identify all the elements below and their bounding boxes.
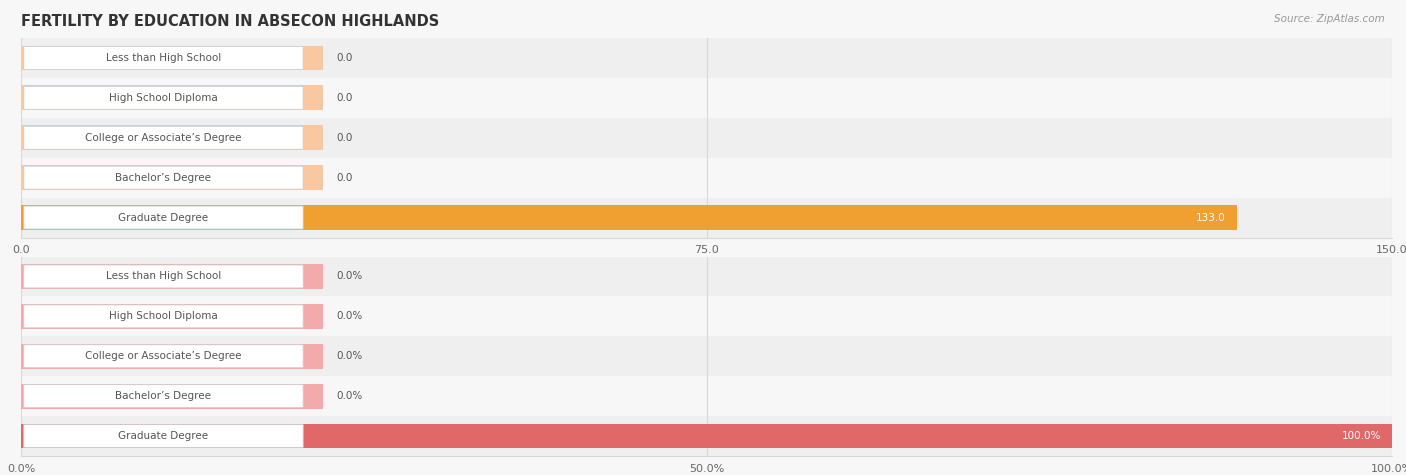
Bar xyxy=(21,205,1237,230)
FancyBboxPatch shape xyxy=(24,166,304,189)
Bar xyxy=(21,264,323,289)
Text: 0.0%: 0.0% xyxy=(336,391,363,401)
Text: 0.0: 0.0 xyxy=(336,93,353,103)
Text: Source: ZipAtlas.com: Source: ZipAtlas.com xyxy=(1274,14,1385,24)
Bar xyxy=(21,376,1392,416)
Bar xyxy=(21,198,1392,238)
Bar xyxy=(21,86,323,110)
Text: Bachelor’s Degree: Bachelor’s Degree xyxy=(115,391,211,401)
FancyBboxPatch shape xyxy=(24,305,304,328)
Text: Less than High School: Less than High School xyxy=(105,271,221,282)
Text: High School Diploma: High School Diploma xyxy=(110,93,218,103)
FancyBboxPatch shape xyxy=(24,206,304,229)
Bar xyxy=(21,38,1392,78)
FancyBboxPatch shape xyxy=(24,345,304,368)
FancyBboxPatch shape xyxy=(24,385,304,408)
FancyBboxPatch shape xyxy=(24,47,304,69)
Bar xyxy=(21,304,323,329)
Bar xyxy=(21,46,323,70)
Text: College or Associate’s Degree: College or Associate’s Degree xyxy=(86,351,242,361)
Bar xyxy=(21,158,1392,198)
Text: 133.0: 133.0 xyxy=(1197,212,1226,223)
Text: 0.0%: 0.0% xyxy=(336,351,363,361)
Bar xyxy=(21,344,323,369)
Bar xyxy=(21,416,1392,456)
Bar xyxy=(21,424,1392,448)
Bar xyxy=(21,78,1392,118)
Bar xyxy=(21,256,1392,296)
FancyBboxPatch shape xyxy=(24,86,304,109)
Text: 0.0: 0.0 xyxy=(336,172,353,183)
Bar xyxy=(21,296,1392,336)
Text: 0.0: 0.0 xyxy=(336,133,353,143)
Bar xyxy=(21,165,323,190)
FancyBboxPatch shape xyxy=(24,425,304,447)
Text: 0.0%: 0.0% xyxy=(336,311,363,322)
Text: 0.0%: 0.0% xyxy=(336,271,363,282)
Text: Graduate Degree: Graduate Degree xyxy=(118,212,208,223)
Text: College or Associate’s Degree: College or Associate’s Degree xyxy=(86,133,242,143)
Text: 0.0: 0.0 xyxy=(336,53,353,63)
Text: Less than High School: Less than High School xyxy=(105,53,221,63)
Text: FERTILITY BY EDUCATION IN ABSECON HIGHLANDS: FERTILITY BY EDUCATION IN ABSECON HIGHLA… xyxy=(21,14,439,29)
Text: 100.0%: 100.0% xyxy=(1341,431,1381,441)
FancyBboxPatch shape xyxy=(24,126,304,149)
FancyBboxPatch shape xyxy=(24,265,304,288)
Bar xyxy=(21,384,323,408)
Text: Bachelor’s Degree: Bachelor’s Degree xyxy=(115,172,211,183)
Bar xyxy=(21,118,1392,158)
Text: Graduate Degree: Graduate Degree xyxy=(118,431,208,441)
Bar xyxy=(21,125,323,150)
Bar xyxy=(21,336,1392,376)
Text: High School Diploma: High School Diploma xyxy=(110,311,218,322)
